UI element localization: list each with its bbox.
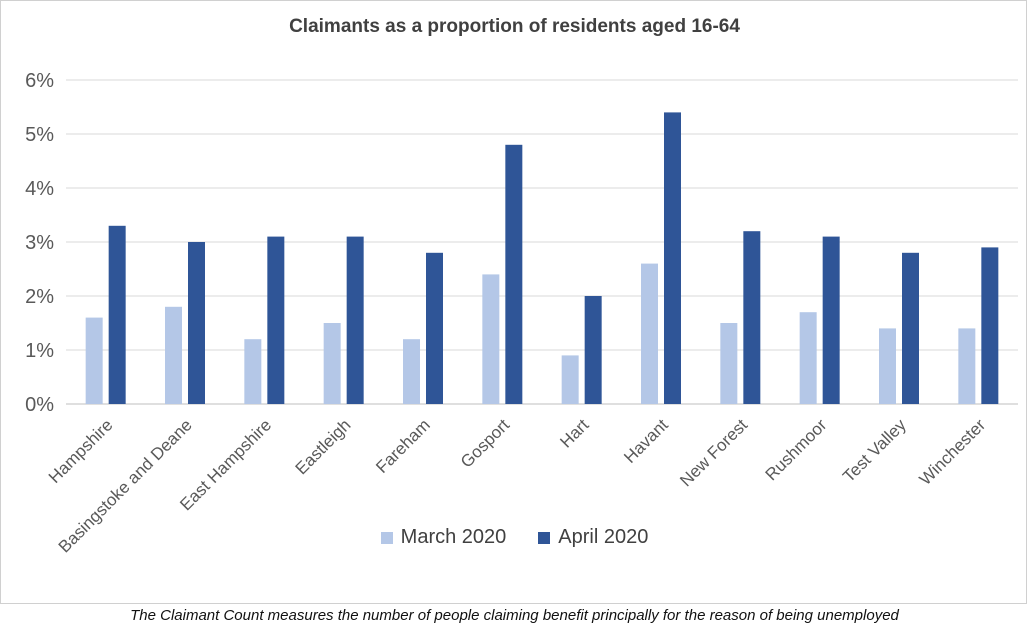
bar-march [165,306,182,404]
legend-label-march: March 2020 [400,526,507,548]
y-tick-label: 2% [25,286,54,308]
bar-march [561,355,579,404]
bar-april [188,242,205,404]
bar-march [641,263,658,404]
bar-march [323,323,341,404]
x-tick-label: Eastleigh [292,415,355,478]
y-tick-label: 1% [25,340,54,362]
bar-march [879,328,896,404]
bar-april [267,236,285,404]
bar-march [244,339,262,404]
legend-label-april: April 2020 [558,526,649,548]
x-tick-label: Fareham [372,415,434,477]
x-tick-label: Hampshire [45,415,117,487]
bar-march [85,317,103,404]
chart-title: Claimants as a proportion of residents a… [289,16,740,37]
bar-march [720,323,738,404]
x-tick-label: Gosport [457,415,513,471]
bar-april [426,252,443,404]
y-tick-label: 0% [25,394,54,416]
bar-april [584,296,602,404]
bar-april [664,112,681,405]
y-tick-label: 6% [25,70,54,92]
x-tick-label: Hart [556,415,592,451]
bar-april [505,144,523,405]
y-tick-label: 4% [25,178,54,200]
legend-swatch-march [380,531,393,544]
bar-march [482,274,500,404]
bar-april [743,231,761,404]
x-tick-label: Havant [620,415,672,467]
legend-swatch-april [538,531,551,544]
chart-legend: March 2020 April 2020 [0,526,1029,549]
bar-april [108,225,126,404]
x-tick-label: New Forest [676,415,751,490]
bar-april [981,247,999,404]
y-tick-label: 3% [25,232,54,254]
bar-march [799,312,817,404]
bar-april [346,236,364,404]
x-tick-label: Winchester [916,415,990,489]
x-tick-label: Rushmoor [762,415,831,484]
bar-march [958,328,976,404]
bar-march [403,339,420,404]
footnote: The Claimant Count measures the number o… [130,607,899,624]
bar-april [902,252,919,404]
legend-item-april: April 2020 [538,526,648,549]
x-tick-label: Test Valley [839,415,910,486]
y-tick-label: 5% [25,124,54,146]
legend-item-march: March 2020 [380,526,507,549]
bar-april [822,236,840,404]
